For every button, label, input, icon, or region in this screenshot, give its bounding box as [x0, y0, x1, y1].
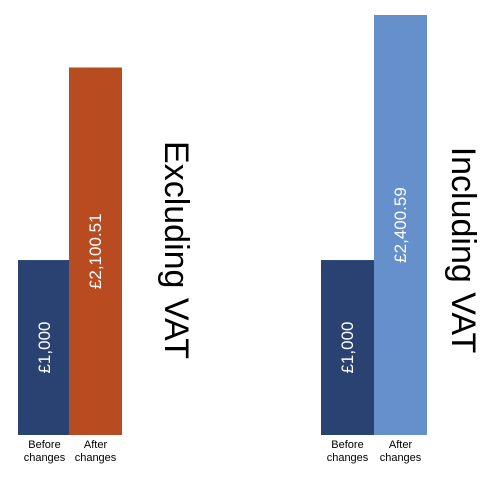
- category-label: After changes: [75, 439, 117, 464]
- bar-before-changes: [321, 260, 374, 435]
- bar-after-changes: [69, 67, 122, 435]
- chart-including-vat: £1,000 Before changes £2,400.59 After changes…: [321, 15, 482, 464]
- bar-value-label: £1,000: [35, 322, 54, 374]
- chart-title: Excluding VAT: [157, 141, 195, 359]
- bar-after-changes: [374, 15, 427, 435]
- bar-value-label: £1,000: [338, 322, 357, 374]
- category-label: Before changes: [24, 439, 66, 464]
- chart-excluding-vat: £1,000 Before changes £2,100.51 After changes…: [18, 67, 195, 464]
- bar-value-label: £2,100.51: [86, 213, 105, 289]
- category-label: After changes: [380, 439, 422, 464]
- bar-before-changes: [18, 260, 71, 435]
- chart-title: Including VAT: [444, 147, 482, 354]
- category-label: Before changes: [327, 439, 369, 464]
- bar-value-label: £2,400.59: [391, 187, 410, 263]
